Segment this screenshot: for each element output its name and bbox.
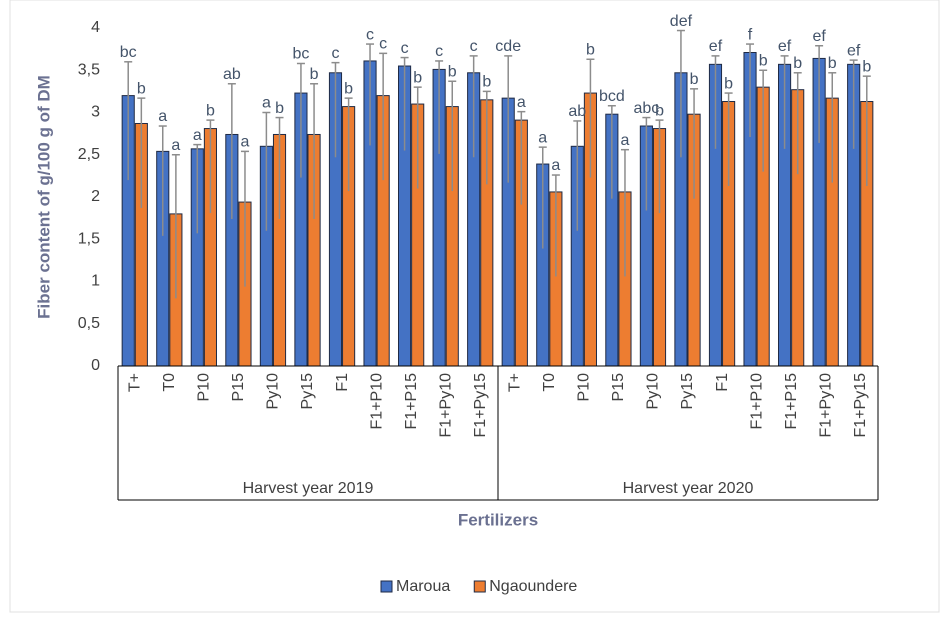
x-tick-label: F1+Py15 xyxy=(852,373,869,438)
x-tick-label: T+ xyxy=(506,373,523,392)
frame xyxy=(9,0,940,613)
x-tick-label: F1+Py10 xyxy=(817,373,834,438)
legend-label: Ngaoundere xyxy=(489,578,577,595)
significance-letter: b xyxy=(655,102,664,119)
legend-swatch xyxy=(473,580,486,593)
x-tick-label: T+ xyxy=(126,373,143,392)
y-tick-label: 2,5 xyxy=(78,146,100,163)
significance-letter: bcd xyxy=(599,88,625,105)
significance-letter: a xyxy=(551,157,560,174)
x-tick-label: F1+P10 xyxy=(368,373,385,430)
significance-letter: b xyxy=(448,63,457,80)
significance-letter: b xyxy=(586,41,595,58)
significance-letter: ef xyxy=(709,38,723,55)
legend-label: Maroua xyxy=(396,578,450,595)
x-tick-label: Py15 xyxy=(679,373,696,410)
group-label: Harvest year 2019 xyxy=(243,480,374,497)
significance-letter: a xyxy=(193,127,202,144)
significance-letter: ab xyxy=(223,66,241,83)
significance-letter: a xyxy=(171,137,180,154)
significance-letter: b xyxy=(862,58,871,75)
x-tick-label: T0 xyxy=(541,373,558,392)
significance-letter: def xyxy=(670,13,693,30)
significance-letter: ef xyxy=(778,38,792,55)
significance-letter: b xyxy=(413,69,422,86)
x-tick-label: Py10 xyxy=(265,373,282,410)
x-tick-label: Py10 xyxy=(645,373,662,410)
significance-letter: b xyxy=(206,102,215,119)
significance-letter: abc xyxy=(633,100,659,117)
significance-letter: b xyxy=(690,71,699,88)
y-tick-label: 3,5 xyxy=(78,61,100,78)
y-tick-label: 0,5 xyxy=(78,315,100,332)
significance-letter: b xyxy=(828,55,837,72)
significance-letter: b xyxy=(482,74,491,91)
y-tick-label: 0 xyxy=(91,357,100,374)
y-axis-label: Fiber content of g/100 g of DM xyxy=(34,75,53,319)
x-tick-label: F1 xyxy=(334,373,351,392)
significance-letter: a xyxy=(241,134,250,151)
x-tick-label: T0 xyxy=(161,373,178,392)
y-tick-label: 1 xyxy=(91,273,100,290)
significance-letter: c xyxy=(401,40,409,57)
significance-letter: a xyxy=(621,132,630,149)
significance-letter: bc xyxy=(292,46,309,63)
x-tick-label: F1 xyxy=(714,373,731,392)
significance-letter: b xyxy=(793,55,802,72)
x-tick-label: Py15 xyxy=(299,373,316,410)
x-tick-label: F1+P15 xyxy=(403,373,420,430)
significance-letter: a xyxy=(517,94,526,111)
significance-letter: ab xyxy=(568,103,586,120)
x-tick-label: F1+P15 xyxy=(783,373,800,430)
significance-letter: ef xyxy=(812,28,826,45)
x-tick-label: P10 xyxy=(576,373,593,402)
y-tick-label: 1,5 xyxy=(78,230,100,247)
significance-letter: b xyxy=(310,66,319,83)
significance-letter: c xyxy=(470,38,478,55)
x-tick-label: P15 xyxy=(610,373,627,402)
significance-letter: b xyxy=(275,100,284,117)
significance-letter: a xyxy=(262,95,271,112)
y-tick-label: 4 xyxy=(91,19,100,36)
significance-letter: c xyxy=(366,26,374,43)
x-tick-label: F1+P10 xyxy=(748,373,765,430)
significance-letter: b xyxy=(759,52,768,69)
significance-letter: b xyxy=(724,75,733,92)
significance-letter: b xyxy=(344,80,353,97)
significance-letter: f xyxy=(748,26,753,43)
significance-letter: c xyxy=(379,36,387,53)
significance-letter: a xyxy=(538,129,547,146)
y-tick-label: 2 xyxy=(91,188,100,205)
significance-letter: ef xyxy=(847,42,861,59)
x-tick-label: F1+Py15 xyxy=(472,373,489,438)
significance-letter: cde xyxy=(495,38,521,55)
group-label: Harvest year 2020 xyxy=(623,480,754,497)
significance-letter: c xyxy=(435,43,443,60)
legend-swatch xyxy=(380,580,393,593)
significance-letter: bc xyxy=(120,44,137,61)
x-tick-label: P15 xyxy=(230,373,247,402)
significance-letter: c xyxy=(331,45,339,62)
plot-area xyxy=(121,29,874,367)
y-tick-label: 3 xyxy=(91,104,100,121)
x-tick-label: P10 xyxy=(196,373,213,402)
significance-letter: b xyxy=(137,80,146,97)
x-tick-label: F1+Py10 xyxy=(437,373,454,438)
x-axis-label: Fertilizers xyxy=(458,510,538,529)
significance-letter: a xyxy=(158,108,167,125)
